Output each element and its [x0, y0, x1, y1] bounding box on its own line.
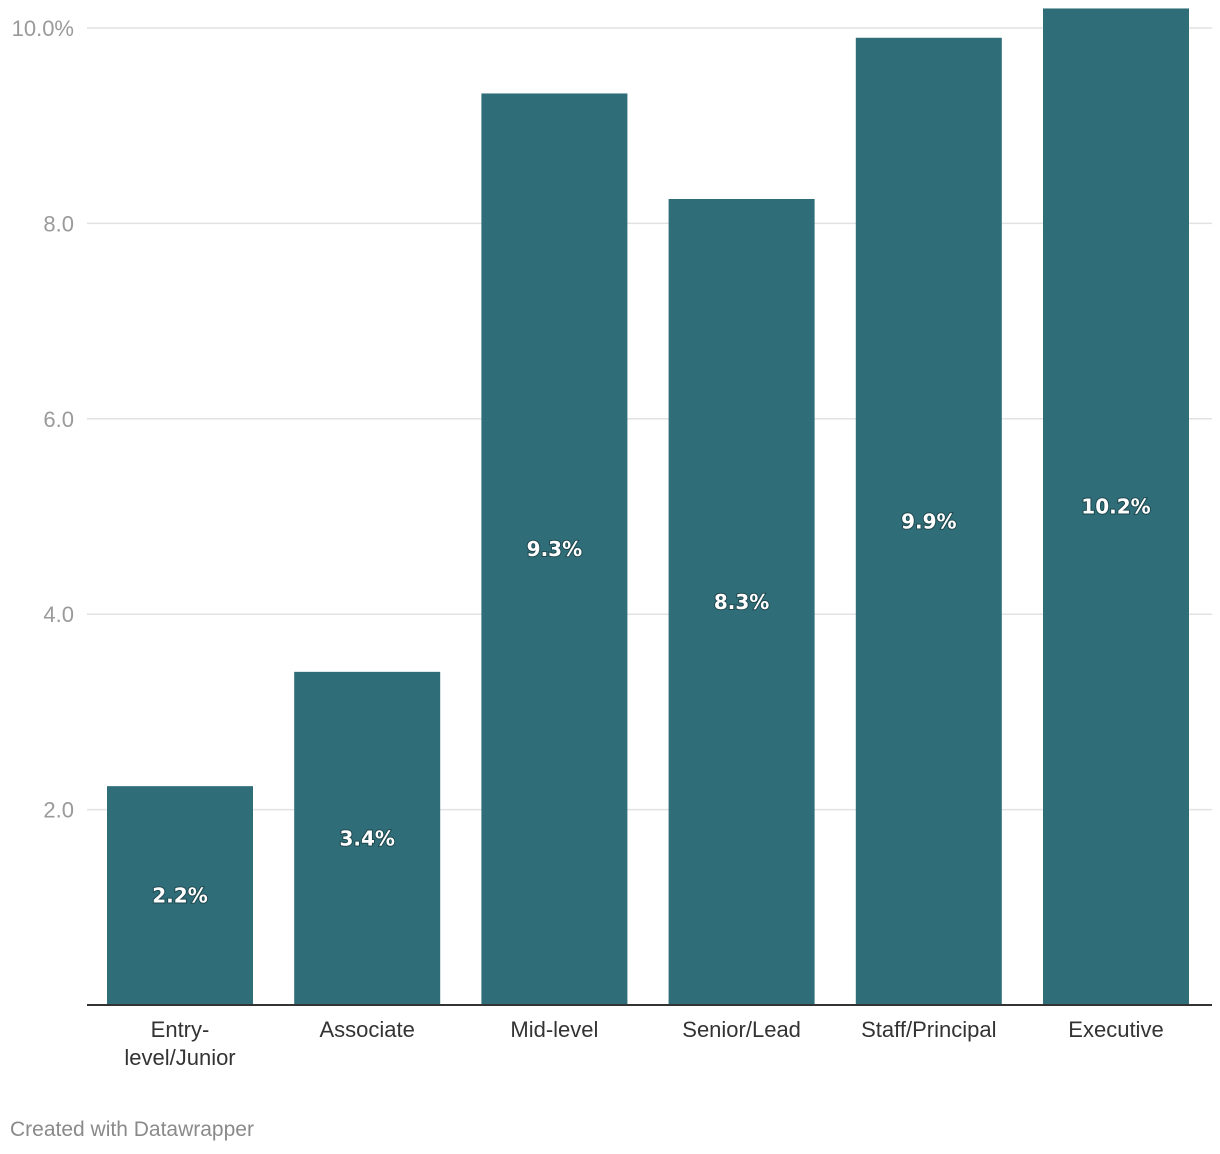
x-category-label: Mid-level [510, 1017, 598, 1042]
bar-value-label: 2.2% [152, 884, 207, 908]
y-tick-label: 8.0 [43, 211, 74, 236]
bar [855, 37, 1002, 1005]
bar [107, 786, 253, 1005]
y-tick-label: 4.0 [43, 602, 74, 627]
y-tick-label: 6.0 [43, 407, 74, 432]
bar-value-label: 8.3% [714, 590, 769, 614]
bar-value-label: 9.9% [901, 509, 956, 533]
bars [107, 8, 1189, 1006]
bar [294, 671, 441, 1005]
bar [481, 93, 628, 1006]
datawrapper-credit: Created with Datawrapper [10, 1118, 254, 1141]
bar-chart: 2.0 4.0 6.0 8.0 10.0% Entry-level/Junior Asso… [12, 8, 1212, 1070]
y-tick-label: 10.0% [12, 16, 74, 41]
x-axis: Entry-level/Junior Associate Mid-level Seni… [87, 1004, 1212, 1070]
x-category-label: Staff/Principal [861, 1017, 996, 1042]
value-labels: 2.2% 3.4% 9.3% 8.3% 9.9% 10.2% [151, 494, 1151, 909]
x-category-label: Associate [320, 1017, 415, 1042]
x-category-label: level/Junior [124, 1045, 235, 1070]
x-category-label: Entry- [151, 1017, 210, 1042]
bar-value-label: 9.3% [527, 537, 582, 561]
x-category-label: Executive [1068, 1017, 1163, 1042]
bar-value-label: 3.4% [339, 826, 394, 850]
bar [1043, 8, 1189, 1005]
bar [668, 198, 815, 1006]
bar-value-label: 10.2% [1081, 495, 1150, 519]
x-category-label: Senior/Lead [682, 1017, 801, 1042]
y-tick-label: 2.0 [43, 798, 74, 823]
grid-lines: 2.0 4.0 6.0 8.0 10.0% [12, 16, 1212, 823]
